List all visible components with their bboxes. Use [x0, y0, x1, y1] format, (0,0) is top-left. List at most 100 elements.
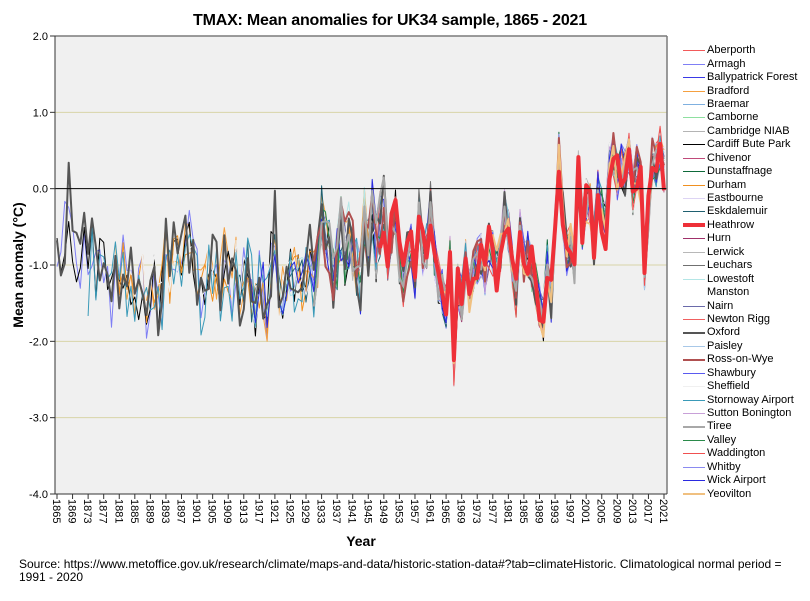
- legend-label: Dunstaffnage: [707, 165, 773, 178]
- x-tick-label: 1985: [517, 499, 529, 523]
- legend-item: Lerwick: [683, 246, 810, 259]
- legend-label: Camborne: [707, 111, 759, 124]
- x-tick-label: 1929: [299, 499, 311, 523]
- legend-item: Tiree: [683, 420, 810, 433]
- legend-label: Durham: [707, 178, 747, 191]
- legend-label: Ross-on-Wye: [707, 353, 774, 366]
- legend-swatch: [683, 103, 705, 105]
- legend-item: Hurn: [683, 232, 810, 245]
- legend-item: Sheffield: [683, 380, 810, 393]
- legend-label: Hurn: [707, 232, 731, 245]
- legend-swatch: [683, 90, 705, 92]
- x-tick-label: 1961: [424, 499, 436, 523]
- x-tick-label: 1897: [175, 499, 187, 523]
- chart-title: TMAX: Mean anomalies for UK34 sample, 18…: [193, 12, 587, 29]
- legend-label: Tiree: [707, 420, 732, 433]
- legend-item: Whitby: [683, 461, 810, 474]
- x-tick-label: 1901: [190, 499, 202, 523]
- legend-item: Dunstaffnage: [683, 165, 810, 178]
- x-tick-label: 2005: [595, 499, 607, 523]
- y-tick-label: 2.0: [33, 31, 48, 43]
- x-tick-label: 1881: [112, 499, 124, 523]
- legend-item: Braemar: [683, 98, 810, 111]
- legend-swatch: [683, 425, 705, 428]
- legend-label: Valley: [707, 433, 737, 446]
- x-tick-label: 1913: [237, 499, 249, 523]
- legend-item: Eastbourne: [683, 192, 810, 205]
- legend-swatch: [683, 358, 705, 361]
- x-axis-title: Year: [346, 533, 376, 549]
- x-tick-label: 2009: [610, 499, 622, 523]
- y-tick-label: -1.0: [29, 260, 48, 272]
- legend-swatch: [683, 413, 705, 415]
- legend-swatch: [683, 157, 705, 159]
- x-tick-label: 1921: [268, 499, 280, 523]
- legend-item: Yeovilton: [683, 487, 810, 500]
- legend-item: Aberporth: [683, 44, 810, 57]
- legend-label: Wick Airport: [707, 474, 766, 487]
- legend-swatch: [683, 466, 705, 468]
- legend-label: Leuchars: [707, 259, 753, 272]
- legend-label: Newton Rigg: [707, 312, 770, 325]
- legend-item: Leuchars: [683, 259, 810, 272]
- legend-item: Shawbury: [683, 367, 810, 380]
- legend-label: Armagh: [707, 57, 746, 70]
- x-tick-label: 1941: [346, 499, 358, 523]
- x-tick-label: 1917: [252, 499, 264, 523]
- x-tick-label: 1945: [361, 499, 373, 523]
- x-tick-label: 1889: [143, 499, 155, 523]
- legend-swatch: [683, 331, 705, 334]
- x-tick-label: 1937: [330, 499, 342, 523]
- x-tick-label: 2017: [641, 499, 653, 523]
- x-tick-label: 2001: [579, 499, 591, 523]
- legend-item: Cardiff Bute Park: [683, 138, 810, 151]
- x-tick-label: 1869: [66, 499, 78, 523]
- x-tick-label: 1989: [532, 499, 544, 523]
- legend-item: Manston: [683, 286, 810, 299]
- legend-item: Armagh: [683, 57, 810, 70]
- x-tick-label: 1949: [377, 499, 389, 523]
- legend-item: Sutton Bonington: [683, 407, 810, 420]
- x-tick-label: 1925: [283, 499, 295, 523]
- legend-swatch: [683, 198, 705, 200]
- legend-item: Nairn: [683, 299, 810, 312]
- legend-label: Chivenor: [707, 151, 752, 164]
- x-tick-label: 2021: [657, 499, 669, 523]
- legend-label: Heathrow: [707, 218, 755, 231]
- legend-swatch: [683, 238, 705, 240]
- legend-label: Shawbury: [707, 366, 756, 379]
- legend-item: Wick Airport: [683, 474, 810, 487]
- legend-label: Paisley: [707, 339, 743, 352]
- y-tick-label: -2.0: [29, 336, 48, 348]
- x-tick-label: 1909: [221, 499, 233, 523]
- legend-swatch: [683, 184, 705, 186]
- legend-swatch: [683, 399, 705, 401]
- x-tick-label: 1969: [455, 499, 467, 523]
- x-tick-label: 1865: [50, 499, 62, 523]
- legend-swatch: [683, 171, 705, 173]
- legend-swatch: [683, 77, 705, 79]
- legend-swatch: [683, 211, 705, 213]
- legend-item: Newton Rigg: [683, 313, 810, 326]
- y-tick-label: -3.0: [29, 413, 48, 425]
- legend-label: Stornoway Airport: [707, 393, 794, 406]
- legend-item: Heathrow: [683, 219, 810, 232]
- legend-item: Durham: [683, 178, 810, 191]
- legend-swatch: [683, 265, 705, 267]
- x-tick-label: 1965: [439, 499, 451, 523]
- legend-swatch: [683, 278, 705, 280]
- series-line-heathrow: [378, 141, 666, 363]
- legend-item: Camborne: [683, 111, 810, 124]
- legend-label: Lerwick: [707, 245, 745, 258]
- legend-swatch: [683, 130, 705, 132]
- legend-swatch: [683, 305, 705, 307]
- x-tick-label: 1977: [486, 499, 498, 523]
- legend-label: Nairn: [707, 299, 734, 312]
- x-tick-label: 1993: [548, 499, 560, 523]
- y-axis-title: Mean anomaly (°C): [10, 202, 26, 327]
- legend-item: Chivenor: [683, 152, 810, 165]
- y-tick-label: -4.0: [29, 489, 48, 501]
- legend-item: Stornoway Airport: [683, 393, 810, 406]
- legend-label: Bradford: [707, 84, 750, 97]
- x-tick-label: 1981: [501, 499, 513, 523]
